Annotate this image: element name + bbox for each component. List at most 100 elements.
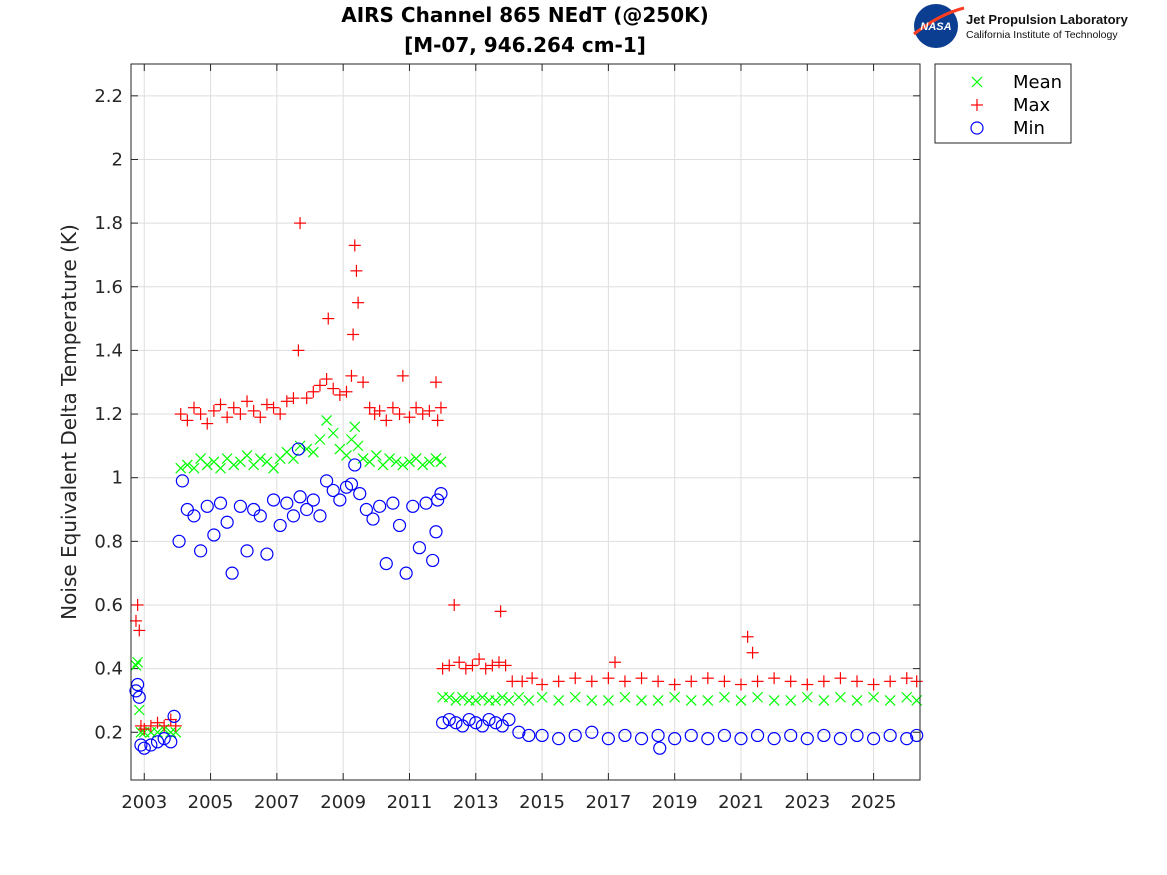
mean-point: [307, 446, 319, 458]
chart-title-line-2: [M-07, 946.264 cm-1]: [404, 33, 646, 57]
y-tick-label: 2: [112, 149, 123, 170]
min-point: [300, 502, 314, 517]
mean-point: [397, 459, 409, 471]
max-point: [151, 716, 164, 729]
min-point: [800, 732, 814, 746]
mean-point: [341, 449, 352, 461]
max-point: [751, 675, 764, 688]
mean-point: [818, 695, 830, 706]
max-point: [340, 385, 353, 398]
max-point: [174, 408, 187, 421]
mean-point: [130, 660, 142, 671]
max-point: [254, 411, 267, 424]
min-point: [429, 525, 443, 539]
mean-point: [523, 695, 535, 706]
mean-point: [470, 695, 482, 706]
max-point: [287, 392, 300, 405]
max-point: [453, 656, 466, 669]
max-point: [429, 376, 442, 389]
min-point: [734, 732, 748, 746]
x-tick-label: 2005: [188, 792, 234, 813]
min-point: [306, 493, 320, 507]
min-point: [144, 738, 158, 752]
min-point: [482, 712, 496, 727]
max-point: [434, 401, 447, 414]
y-tick-label: 1.2: [94, 404, 123, 425]
x-tick-label: 2013: [453, 792, 499, 813]
chart-title-line-1: AIRS Channel 865 NEdT (@250K): [341, 3, 709, 27]
mean-point: [321, 414, 333, 426]
max-point: [274, 408, 287, 421]
jpl-affiliation: California Institute of Technology: [966, 29, 1118, 41]
max-point: [322, 312, 335, 325]
min-point: [187, 509, 201, 523]
mean-point: [352, 440, 364, 452]
min-point: [850, 728, 864, 743]
min-point: [426, 553, 440, 568]
max-point: [486, 659, 499, 672]
x-tick-label: 2003: [121, 792, 167, 813]
max-point: [585, 675, 598, 688]
max-point: [380, 414, 393, 427]
min-point: [200, 499, 214, 513]
max-point: [479, 662, 492, 675]
min-point: [233, 499, 247, 513]
max-point: [368, 408, 381, 421]
max-point: [393, 408, 406, 421]
mean-point: [586, 695, 598, 706]
max-point: [602, 672, 615, 685]
mean-point: [457, 691, 468, 703]
max-point: [466, 659, 479, 672]
min-point: [164, 735, 178, 749]
mean-point: [851, 695, 863, 706]
x-tick-label: 2021: [718, 792, 764, 813]
mean-point: [884, 695, 896, 706]
nasa-badge-text: NASA: [920, 21, 951, 33]
min-point: [784, 728, 798, 743]
min-point: [653, 741, 667, 755]
min-point: [326, 483, 340, 498]
max-point: [701, 672, 714, 685]
mean-point: [752, 691, 763, 703]
mean-point: [513, 691, 525, 703]
y-axis-label: Noise Equivalent Delta Temperature (K): [57, 224, 81, 620]
max-point: [618, 675, 631, 688]
legend-label-mean: Mean: [1013, 72, 1062, 93]
mean-point: [201, 459, 213, 471]
max-point: [718, 675, 731, 688]
max-point: [459, 662, 472, 675]
min-point: [150, 735, 165, 749]
min-point: [412, 541, 427, 555]
x-tick-label: 2023: [784, 792, 830, 813]
x-axis-ticks: 2003 2005 2007 2009 2011 2013 2015 2017 2019 2021…: [121, 64, 896, 813]
mean-point: [268, 462, 279, 474]
max-point: [569, 672, 582, 685]
min-point: [522, 728, 536, 743]
mean-point: [443, 691, 455, 703]
min-point: [348, 458, 362, 472]
min-point: [379, 557, 393, 571]
max-point: [247, 404, 260, 417]
min-point: [601, 732, 615, 746]
min-point: [291, 442, 306, 456]
mean-point: [430, 453, 442, 465]
min-point: [333, 493, 347, 507]
y-tick-label: 2.2: [94, 86, 123, 107]
min-point: [434, 487, 448, 501]
mean-point: [702, 695, 714, 706]
max-point: [609, 656, 622, 669]
max-point: [234, 408, 247, 421]
max-point: [448, 598, 461, 611]
mean-point: [404, 456, 415, 468]
max-point: [526, 672, 539, 685]
max-point: [227, 401, 240, 414]
y-tick-label: 0.2: [94, 722, 123, 743]
max-point: [746, 646, 759, 659]
min-point: [684, 728, 698, 743]
max-point: [373, 404, 386, 417]
max-point: [910, 675, 923, 688]
max-point: [363, 401, 376, 414]
min-point: [167, 709, 181, 723]
min-point: [489, 716, 503, 730]
